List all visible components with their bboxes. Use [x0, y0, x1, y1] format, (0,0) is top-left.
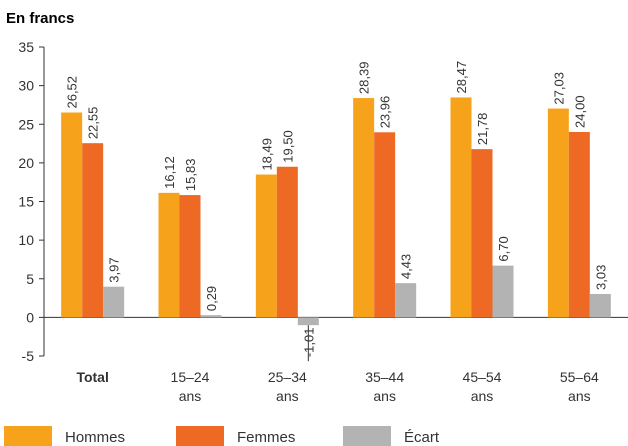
legend-label: Écart — [404, 429, 440, 446]
data-label: 4,43 — [399, 254, 414, 279]
chart-title: En francs — [6, 10, 74, 27]
data-label: 15,83 — [183, 159, 198, 192]
legend-swatch — [176, 426, 224, 446]
data-label: 21,78 — [475, 113, 490, 146]
y-tick-label: 35 — [18, 39, 34, 55]
bar-cart-4 — [492, 265, 514, 318]
legend-swatch — [4, 426, 52, 446]
data-label: 27,03 — [551, 72, 566, 105]
bar-cart-5 — [589, 293, 611, 318]
data-label: 24,00 — [572, 95, 587, 128]
data-label: 22,55 — [86, 107, 101, 140]
bar-hommes-3 — [353, 98, 375, 318]
x-category-label: ans — [471, 388, 494, 404]
bar-hommes-0 — [61, 112, 83, 318]
y-tick-label: 30 — [18, 78, 34, 94]
data-label: 19,50 — [280, 130, 295, 163]
bar-hommes-2 — [255, 174, 277, 318]
data-label: 16,12 — [162, 156, 177, 189]
legend-label: Hommes — [65, 429, 125, 446]
x-category-label: 35–44 — [365, 369, 404, 385]
data-label: 0,29 — [204, 286, 219, 311]
y-tick-label: 20 — [18, 155, 34, 171]
bar-cart-2 — [297, 317, 319, 326]
bar-cart-1 — [200, 315, 222, 318]
bar-hommes-1 — [158, 192, 180, 318]
bar-femmes-3 — [374, 132, 396, 318]
x-category-label: ans — [373, 388, 396, 404]
bar-cart-0 — [103, 286, 125, 318]
x-axis-categories: Total 15–24 ans 25–34 ans 35–44 ans 45–54 ans 55–… — [76, 369, 599, 404]
bars — [61, 97, 611, 326]
bar-hommes-4 — [450, 97, 472, 318]
bar-femmes-1 — [179, 195, 201, 318]
bar-femmes-2 — [276, 166, 298, 318]
y-tick-label: 5 — [26, 271, 34, 287]
x-category-label: ans — [568, 388, 591, 404]
bar-cart-3 — [395, 283, 417, 318]
data-label: -1,01 — [301, 328, 316, 358]
x-category-label: 55–64 — [560, 369, 599, 385]
x-category-label: ans — [276, 388, 299, 404]
legend-label: Femmes — [237, 429, 295, 446]
data-label: 28,39 — [357, 62, 372, 95]
legend: Hommes Femmes Écart — [4, 426, 440, 446]
x-category-label: Total — [76, 369, 108, 385]
bar-femmes-4 — [471, 149, 493, 318]
bar-femmes-5 — [568, 131, 590, 318]
y-tick-label: 0 — [26, 309, 34, 325]
bar-hommes-5 — [547, 108, 569, 318]
x-category-label: 15–24 — [171, 369, 210, 385]
x-category-label: 25–34 — [268, 369, 307, 385]
data-label: 18,49 — [259, 138, 274, 171]
legend-swatch — [343, 426, 391, 446]
data-labels: 26,52 22,55 3,97 16,12 15,83 0,29 18,49 19,50 -1… — [65, 61, 608, 362]
y-axis: 35 30 25 20 15 10 5 0 -5 — [18, 39, 628, 364]
data-label: 6,70 — [496, 236, 511, 261]
y-tick-label: 15 — [18, 194, 34, 210]
x-category-label: 45–54 — [463, 369, 502, 385]
x-category-label: ans — [179, 388, 202, 404]
data-label: 28,47 — [454, 61, 469, 94]
y-tick-label: 25 — [18, 116, 34, 132]
data-label: 3,03 — [593, 265, 608, 290]
y-tick-label: -5 — [22, 348, 35, 364]
y-tick-label: 10 — [18, 232, 34, 248]
data-label: 3,97 — [107, 257, 122, 282]
data-label: 23,96 — [378, 96, 393, 129]
data-label: 26,52 — [65, 76, 80, 109]
bar-femmes-0 — [82, 143, 104, 318]
